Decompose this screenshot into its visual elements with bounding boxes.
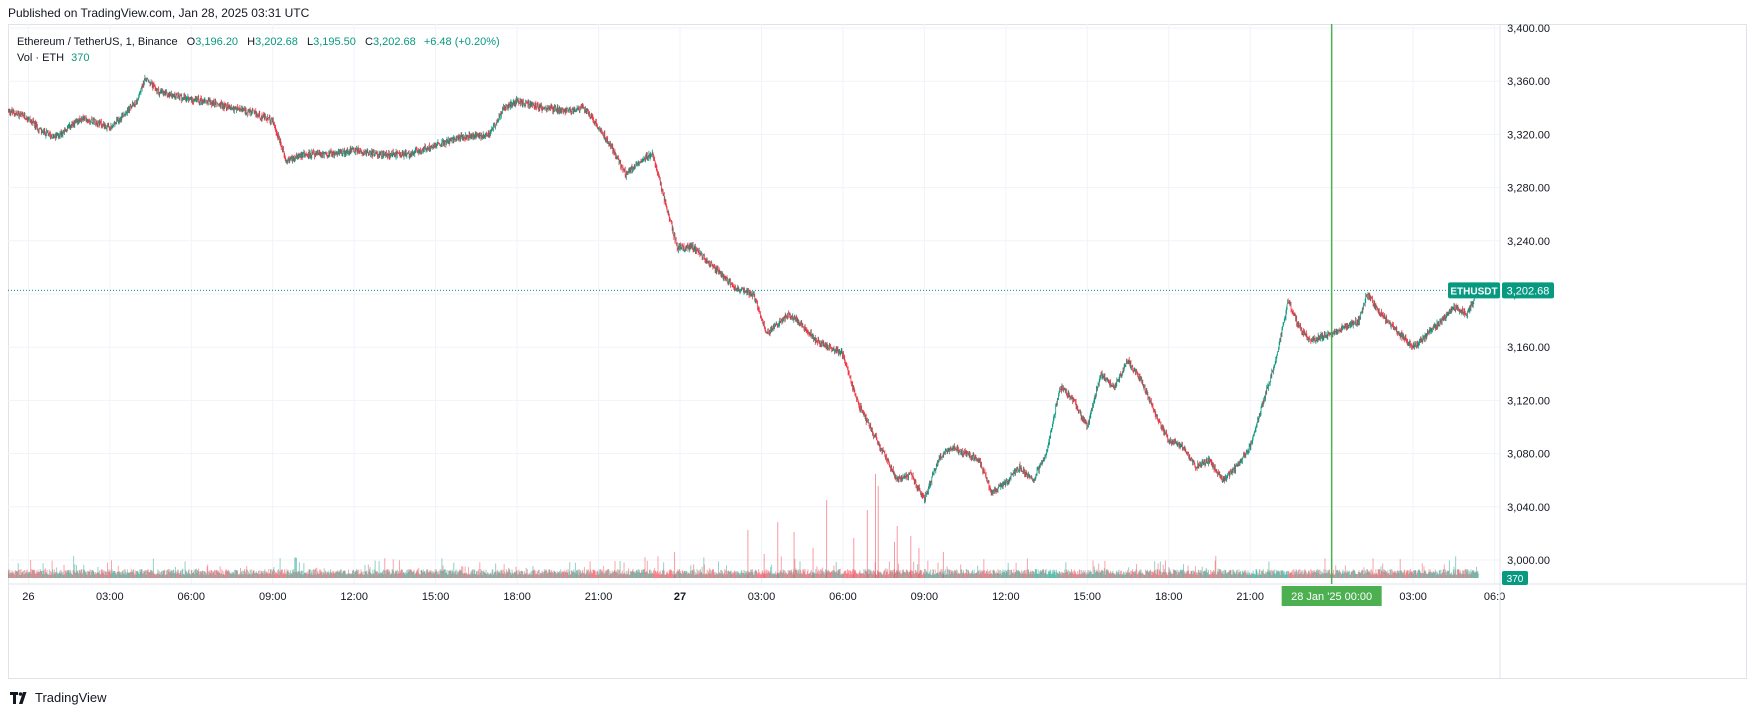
published-note: Published on TradingView.com, Jan 28, 20… [8, 6, 310, 20]
y-tick-label: 3,360.00 [1507, 76, 1550, 88]
y-tick-label: 3,120.00 [1507, 395, 1550, 407]
x-tick-label: 21:00 [585, 591, 613, 603]
chart-frame [8, 24, 1747, 679]
y-tick-label: 3,160.00 [1507, 342, 1550, 354]
x-tick-label: 09:00 [911, 591, 939, 603]
y-tick-label: 3,040.00 [1507, 502, 1550, 514]
y-tick-label: 3,280.00 [1507, 183, 1550, 195]
x-tick-label: 09:00 [259, 591, 287, 603]
y-tick-label: 3,320.00 [1507, 129, 1550, 141]
x-tick-label: 06:00 [178, 591, 206, 603]
y-tick-label: 3,400.00 [1507, 24, 1550, 35]
x-tick-label: 12:00 [340, 591, 368, 603]
x-tick-label: 06:0 [1484, 591, 1505, 603]
x-tick-label: 18:00 [503, 591, 531, 603]
x-tick-label: 18:00 [1155, 591, 1183, 603]
volume-bars [8, 555, 1479, 578]
y-tick-label: 3,240.00 [1507, 236, 1550, 248]
y-tick-label: 3,000.00 [1507, 555, 1550, 567]
x-tick-label: 15:00 [1074, 591, 1102, 603]
x-tick-label: 12:00 [992, 591, 1020, 603]
x-tick-label: 06:00 [829, 591, 857, 603]
price-chart[interactable]: 3,000.00 3,040.00 3,080.00 3,120.00 3,160.00… [8, 24, 1747, 679]
candles [8, 74, 1479, 504]
x-tick-label: 21:00 [1236, 591, 1264, 603]
x-tick-label: 03:00 [748, 591, 776, 603]
y-tick-label: 3,080.00 [1507, 449, 1550, 461]
x-tick-label: 03:00 [96, 591, 124, 603]
x-tick-label: 27 [674, 591, 686, 603]
x-tick-label: 26 [22, 591, 34, 603]
x-tick-label: 03:00 [1399, 591, 1427, 603]
x-tick-label: 15:00 [422, 591, 450, 603]
